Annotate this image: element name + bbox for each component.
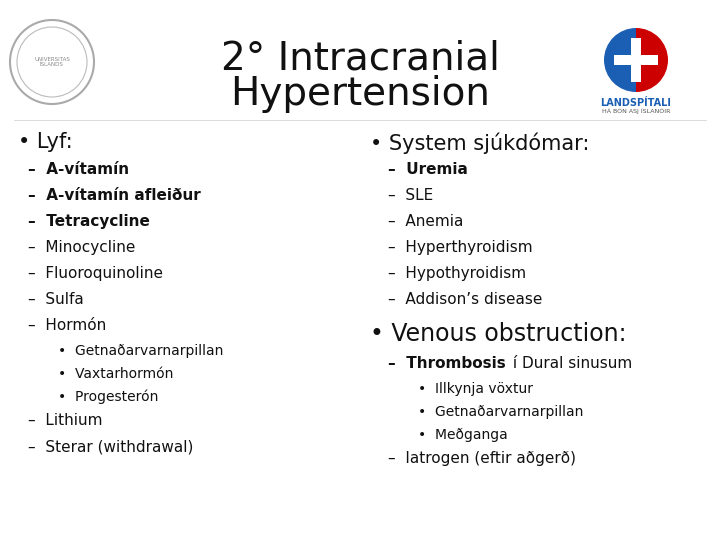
Text: UNIVERSITAS
ÍSLANDS: UNIVERSITAS ÍSLANDS bbox=[34, 57, 70, 68]
Text: –  Hyperthyroidism: – Hyperthyroidism bbox=[388, 240, 533, 255]
Text: •  Progesterón: • Progesterón bbox=[58, 390, 158, 404]
Text: •  Getnaðarvarnarpillan: • Getnaðarvarnarpillan bbox=[418, 405, 583, 419]
Text: • Lyf:: • Lyf: bbox=[18, 132, 73, 152]
Text: –  Sulfa: – Sulfa bbox=[28, 292, 84, 307]
Text: –  Iatrogen (eftir aðgerð): – Iatrogen (eftir aðgerð) bbox=[388, 451, 576, 466]
Text: –  Sterar (withdrawal): – Sterar (withdrawal) bbox=[28, 439, 194, 454]
Text: –  Fluoroquinoline: – Fluoroquinoline bbox=[28, 266, 163, 281]
Text: –  Lithium: – Lithium bbox=[28, 413, 102, 428]
Text: •  Vaxtarhormón: • Vaxtarhormón bbox=[58, 367, 174, 381]
Text: –  Anemia: – Anemia bbox=[388, 214, 464, 229]
Wedge shape bbox=[636, 28, 668, 92]
Text: –  Tetracycline: – Tetracycline bbox=[28, 214, 150, 229]
Text: 2° Intracranial: 2° Intracranial bbox=[220, 40, 500, 78]
Text: •  Getnaðarvarnarpillan: • Getnaðarvarnarpillan bbox=[58, 344, 223, 358]
Text: • Venous obstruction:: • Venous obstruction: bbox=[370, 322, 626, 346]
Text: • System sjúkdómar:: • System sjúkdómar: bbox=[370, 132, 590, 153]
Text: –  Uremia: – Uremia bbox=[388, 162, 468, 177]
Text: Hypertension: Hypertension bbox=[230, 75, 490, 113]
Text: –  A-vítamín afleiður: – A-vítamín afleiður bbox=[28, 188, 201, 203]
Text: –  A-vítamín: – A-vítamín bbox=[28, 162, 129, 177]
Text: í Dural sinusum: í Dural sinusum bbox=[508, 356, 633, 371]
Text: –  SLE: – SLE bbox=[388, 188, 433, 203]
Wedge shape bbox=[604, 28, 636, 92]
Text: LANDSPÍTALI: LANDSPÍTALI bbox=[600, 98, 672, 108]
Text: –  Hormón: – Hormón bbox=[28, 318, 107, 333]
Text: –  Addison’s disease: – Addison’s disease bbox=[388, 292, 542, 307]
Text: –  Thrombosis: – Thrombosis bbox=[388, 356, 505, 371]
Bar bbox=[631, 38, 641, 82]
Text: •  Meðganga: • Meðganga bbox=[418, 428, 508, 442]
Text: –  Minocycline: – Minocycline bbox=[28, 240, 135, 255]
Text: HÁ BÓN ASJ ÍSLANÓIR: HÁ BÓN ASJ ÍSLANÓIR bbox=[602, 108, 670, 114]
Text: –  Hypothyroidism: – Hypothyroidism bbox=[388, 266, 526, 281]
Text: •  Illkynja vöxtur: • Illkynja vöxtur bbox=[418, 382, 533, 396]
Bar bbox=[614, 55, 658, 65]
